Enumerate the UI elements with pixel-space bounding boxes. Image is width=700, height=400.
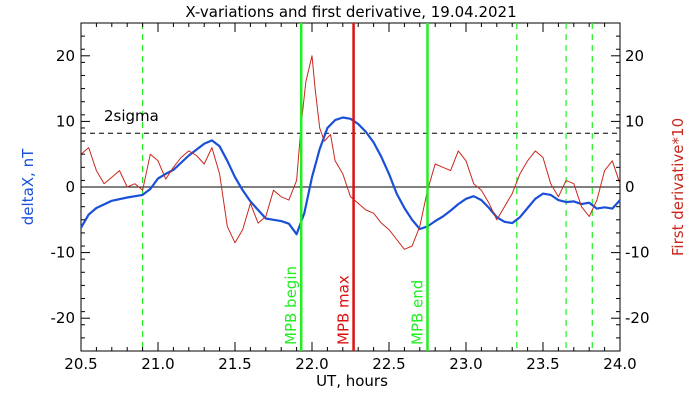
y-tick-label-right: 0 — [625, 178, 635, 196]
x-tick-label: 21.5 — [218, 355, 251, 373]
y-tick-label-left: 20 — [56, 47, 75, 65]
marker-label-mpb-begin: MPB begin — [282, 266, 300, 345]
y-tick-label-right: -20 — [625, 309, 650, 327]
y-tick-label-right: 10 — [625, 112, 644, 130]
y-tick-label-right: 20 — [625, 47, 644, 65]
x-tick-label: 20.5 — [64, 355, 97, 373]
y-axis-label-right: First derivative*10 — [669, 118, 687, 256]
x-axis-label: UT, hours — [316, 372, 388, 390]
x-tick-label: 23.0 — [449, 355, 482, 373]
plot-area: MPB begin MPB max MPB end — [80, 23, 621, 351]
x-tick-label: 24.0 — [603, 355, 636, 373]
axes: 20.5 21.0 21.5 22.0 22.5 23.0 23.5 24.0 -20 -20 -1… — [51, 22, 650, 373]
y-tick-label-right: -10 — [625, 244, 650, 262]
x-tick-label: 22.5 — [372, 355, 405, 373]
sigma-label: 2sigma — [104, 107, 159, 125]
marker-label-mpb-end: MPB end — [409, 280, 427, 345]
x-tick-label: 23.5 — [526, 355, 559, 373]
y-tick-label-left: -10 — [51, 244, 76, 262]
chart-title: X-variations and first derivative, 19.04… — [185, 3, 516, 21]
y-tick-label-left: 10 — [56, 112, 75, 130]
marker-label-mpb-max: MPB max — [335, 275, 353, 345]
y-axis-label-left: deltaX, nT — [19, 148, 37, 225]
y-tick-label-left: -20 — [51, 309, 76, 327]
series-line-derivative — [80, 55, 621, 250]
x-tick-label: 21.0 — [141, 355, 174, 373]
series-line-deltax — [80, 116, 621, 236]
x-tick-label: 22.0 — [295, 355, 328, 373]
y-tick-label-left: 0 — [65, 178, 75, 196]
